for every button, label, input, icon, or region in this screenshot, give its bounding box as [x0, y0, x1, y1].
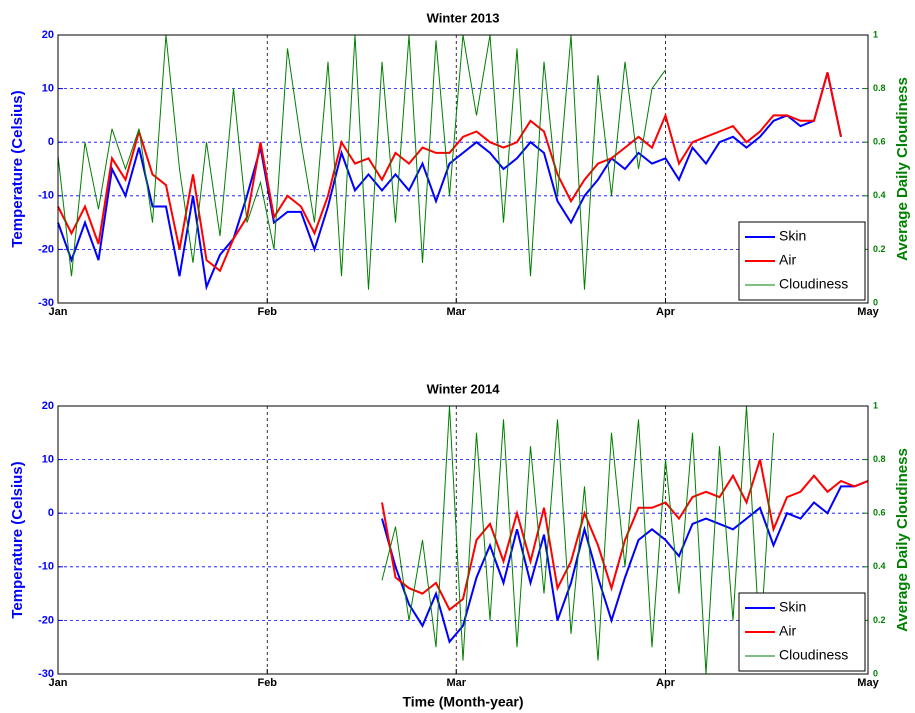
y-tick-label: -20 [38, 614, 54, 626]
y2-tick-label: 0.2 [873, 244, 886, 254]
y2-tick-label: 0 [873, 668, 878, 678]
legend-label: Air [779, 252, 796, 268]
series-line [57, 34, 666, 290]
chart-title: Winter 2013 [427, 10, 500, 25]
y2-axis-label: Average Daily Cloudiness [894, 448, 911, 632]
x-tick-label: May [857, 677, 879, 689]
x-tick-label: Apr [656, 306, 676, 318]
x-tick-label: Jan [49, 306, 68, 318]
y-tick-label: -30 [38, 668, 54, 680]
y2-tick-label: 1 [873, 29, 878, 39]
series-line [381, 459, 869, 612]
series-line [381, 405, 774, 675]
y-axis-label: Temperature (Celsius) [9, 461, 26, 618]
plot-area [58, 406, 868, 674]
x-tick-label: Jan [49, 677, 68, 689]
y-tick-label: 20 [42, 400, 54, 412]
legend-label: Skin [779, 228, 806, 244]
x-tick-label: Mar [446, 677, 466, 689]
series-line [57, 72, 842, 273]
y2-tick-label: 0.4 [873, 190, 886, 200]
legend-label: Skin [779, 599, 806, 615]
legend-label: Cloudiness [779, 647, 848, 663]
y2-tick-label: 1 [873, 400, 878, 410]
series-line [381, 480, 869, 644]
axes-frame [57, 405, 869, 675]
y2-tick-label: 0.6 [873, 137, 886, 147]
y-axis-label: Temperature (Celsius) [9, 90, 26, 247]
x-tick-label: Feb [257, 677, 277, 689]
y-tick-label: -20 [38, 243, 54, 255]
y-tick-label: 10 [42, 454, 54, 466]
y2-tick-label: 0.2 [873, 615, 886, 625]
x-tick-label: Feb [257, 306, 277, 318]
axes-frame [57, 34, 869, 304]
y-tick-label: -30 [38, 297, 54, 309]
y-tick-label: 0 [48, 136, 54, 148]
series-line [57, 72, 842, 291]
y2-tick-label: 0 [873, 297, 878, 307]
legend-label: Cloudiness [779, 276, 848, 292]
y-tick-label: -10 [38, 561, 54, 573]
legend-label: Air [779, 623, 796, 639]
x-axis-label: Time (Month-year) [402, 694, 523, 710]
x-tick-label: May [857, 306, 879, 318]
y-tick-label: 10 [42, 83, 54, 95]
y2-tick-label: 0.6 [873, 508, 886, 518]
y2-tick-label: 0.4 [873, 561, 886, 571]
chart-title: Winter 2014 [427, 381, 501, 396]
y2-axis-label: Average Daily Cloudiness [894, 77, 911, 261]
y-tick-label: 20 [42, 29, 54, 41]
y-tick-label: -10 [38, 190, 54, 202]
x-tick-label: Mar [446, 306, 466, 318]
y2-tick-label: 0.8 [873, 83, 886, 93]
y-tick-label: 0 [48, 507, 54, 519]
x-tick-label: Apr [656, 677, 676, 689]
y2-tick-label: 0.8 [873, 454, 886, 464]
